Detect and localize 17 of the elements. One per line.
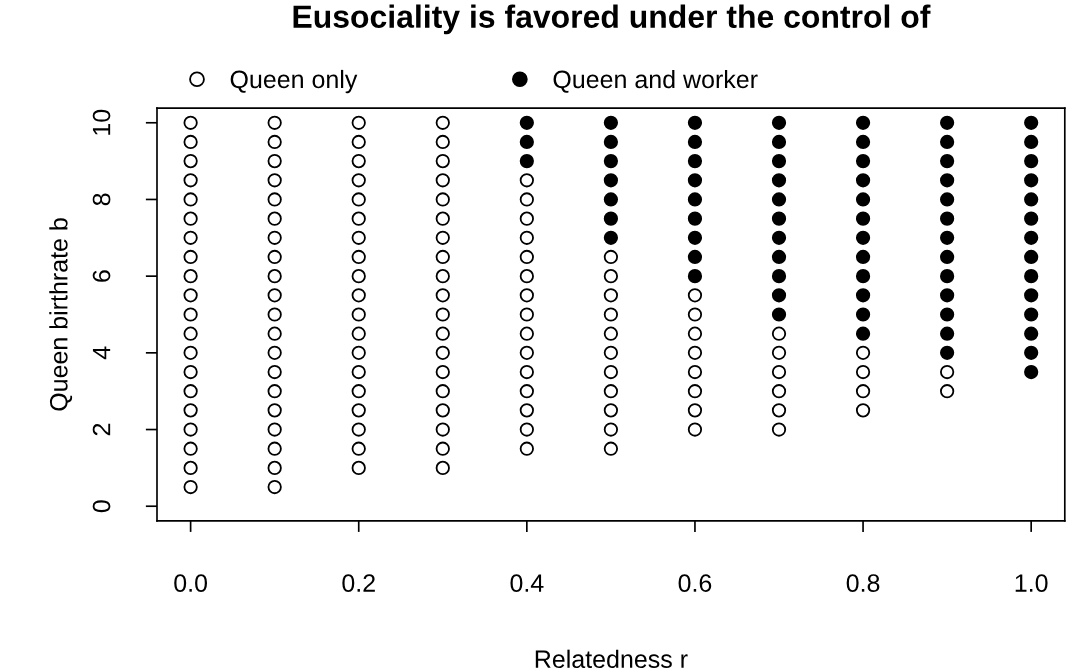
x-tick-label: 0.0 xyxy=(174,574,208,592)
legend-label: Queen only xyxy=(230,69,358,94)
y-axis-title: Queen birthrate b xyxy=(49,218,73,411)
y-tick-label: 0 xyxy=(92,500,111,513)
x-tick-label: 0.4 xyxy=(510,574,544,592)
y-tick-label: 8 xyxy=(92,193,111,206)
x-tick-label: 0.2 xyxy=(342,574,375,592)
legend-label: Queen and worker xyxy=(553,69,758,93)
x-tick-label: 1.0 xyxy=(1015,574,1048,592)
x-tick-label: 0.8 xyxy=(846,574,880,592)
y-tick-label: 6 xyxy=(92,270,111,282)
y-tick-label: 10 xyxy=(92,109,111,135)
chart-title: Eusociality is favored under the control of xyxy=(293,4,931,35)
x-axis-title: Relatedness r xyxy=(535,649,688,669)
x-tick-label: 0.6 xyxy=(678,574,712,592)
y-tick-label: 4 xyxy=(92,346,111,360)
y-tick-label: 2 xyxy=(92,423,111,436)
